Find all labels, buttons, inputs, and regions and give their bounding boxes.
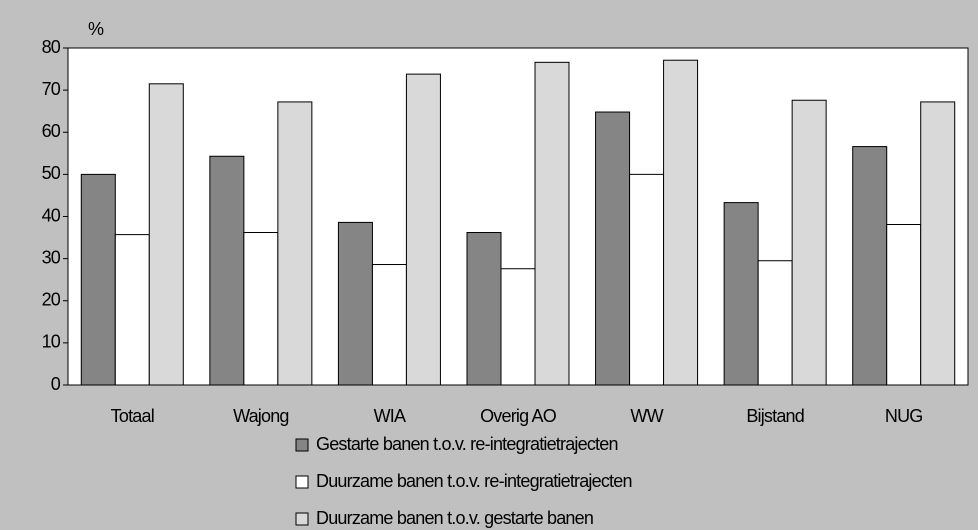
x-tick-label: Totaal [111,406,154,426]
bar [920,101,956,386]
bar [723,202,759,386]
legend-label: Duurzame banen t.o.v. re-integratietraje… [316,471,632,491]
legend-swatch [295,512,309,526]
bar [337,221,373,386]
y-tick-label: 0 [51,374,61,394]
bar [371,264,407,386]
bar [209,155,245,386]
bar [595,111,631,386]
x-tick-label: WIA [374,406,406,426]
bar [852,146,888,386]
bar [243,232,279,386]
bar [405,73,441,386]
legend-label: Gestarte banen t.o.v. re-integratietraje… [316,434,618,454]
bar [148,83,184,386]
bar [277,101,313,386]
y-tick-label: 60 [42,121,61,141]
y-tick-label: 40 [42,205,61,225]
y-axis-label: % [88,19,104,39]
y-tick-label: 70 [42,79,61,99]
y-tick-label: 80 [42,37,61,57]
y-tick-label: 10 [42,332,61,352]
bar [757,260,793,386]
bar [500,268,536,386]
bar [886,224,922,386]
legend-swatch [295,475,309,489]
x-tick-label: Overig AO [480,406,557,426]
bar [114,234,150,386]
y-tick-label: 30 [42,247,61,267]
y-tick-label: 20 [42,290,61,310]
bar [80,173,116,386]
legend-label: Duurzame banen t.o.v. gestarte banen [316,508,593,528]
x-tick-label: WW [630,406,663,426]
x-tick-label: Bijstand [746,406,804,426]
x-tick-label: Wajong [233,406,289,426]
x-tick-label: NUG [885,406,923,426]
bar [791,99,827,386]
bar [629,173,665,386]
legend-swatch [295,438,309,452]
y-tick-label: 50 [42,163,61,183]
bar [663,59,699,386]
bar [466,232,502,386]
bar [534,61,570,386]
